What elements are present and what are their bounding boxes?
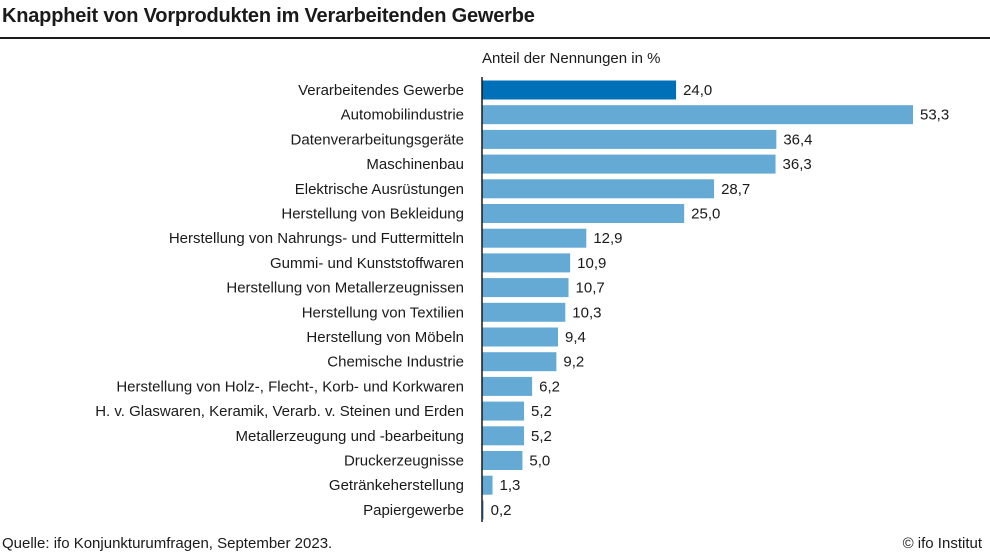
- bar: [482, 426, 525, 446]
- bar: [482, 451, 523, 470]
- bar: [482, 376, 533, 396]
- category-label: Herstellung von Holz-, Flecht-, Korb- un…: [116, 378, 464, 395]
- bar: [482, 278, 569, 298]
- value-label: 28,7: [721, 181, 750, 198]
- axis-label: Anteil der Nennungen in %: [482, 50, 661, 67]
- bar: [482, 154, 776, 174]
- bar: [482, 179, 715, 199]
- bar: [482, 80, 677, 100]
- category-label: H. v. Glaswaren, Keramik, Verarb. v. Ste…: [95, 403, 464, 420]
- value-label: 10,9: [577, 255, 606, 272]
- bar: [482, 352, 557, 372]
- category-label: Datenverarbeitungsgeräte: [291, 131, 464, 148]
- value-label: 12,9: [593, 230, 622, 247]
- title-rule: [0, 37, 990, 39]
- bar: [482, 327, 559, 347]
- bar: [482, 401, 525, 421]
- value-label: 36,3: [783, 156, 812, 173]
- category-label: Elektrische Ausrüstungen: [295, 181, 464, 198]
- bar: [482, 129, 777, 149]
- copyright: © ifo Institut: [902, 535, 982, 552]
- value-label: 53,3: [920, 107, 949, 124]
- category-label: Herstellung von Textilien: [302, 304, 464, 321]
- category-label: Herstellung von Metallerzeugnissen: [226, 280, 464, 297]
- value-label: 5,2: [531, 428, 552, 445]
- bar: [482, 204, 685, 223]
- category-label: Automobilindustrie: [341, 107, 464, 124]
- bar: [482, 253, 571, 273]
- value-label: 25,0: [691, 206, 720, 223]
- value-label: 5,0: [529, 453, 550, 470]
- value-label: 36,4: [783, 131, 812, 148]
- category-label: Herstellung von Möbeln: [306, 329, 464, 346]
- bar: [482, 228, 587, 248]
- value-label: 1,3: [500, 477, 521, 494]
- bar: [482, 500, 484, 520]
- value-label: 10,7: [576, 280, 605, 297]
- value-label: 9,4: [565, 329, 586, 346]
- category-label: Verarbeitendes Gewerbe: [298, 82, 464, 99]
- category-label: Gummi- und Kunststoffwaren: [270, 255, 464, 272]
- category-label: Herstellung von Bekleidung: [281, 206, 464, 223]
- category-label: Metallerzeugung und -bearbeitung: [236, 428, 465, 445]
- bar: [482, 302, 566, 322]
- chart-title: Knappheit von Vorprodukten im Verarbeite…: [2, 5, 535, 27]
- value-label: 0,2: [491, 502, 512, 519]
- value-label: 9,2: [563, 354, 584, 371]
- value-label: 10,3: [572, 304, 601, 321]
- category-label: Herstellung von Nahrungs- und Futtermitt…: [169, 230, 464, 247]
- category-label: Getränkeherstellung: [329, 477, 464, 494]
- category-label: Druckerzeugnisse: [344, 453, 464, 470]
- bar: [482, 105, 913, 125]
- category-label: Chemische Industrie: [327, 354, 464, 371]
- value-label: 24,0: [683, 82, 712, 99]
- category-label: Maschinenbau: [366, 156, 464, 173]
- source-note: Quelle: ifo Konjunkturumfragen, Septembe…: [2, 535, 333, 552]
- category-label: Papiergewerbe: [363, 502, 464, 519]
- value-label: 5,2: [531, 403, 552, 420]
- bar: [482, 475, 493, 495]
- value-label: 6,2: [539, 378, 560, 395]
